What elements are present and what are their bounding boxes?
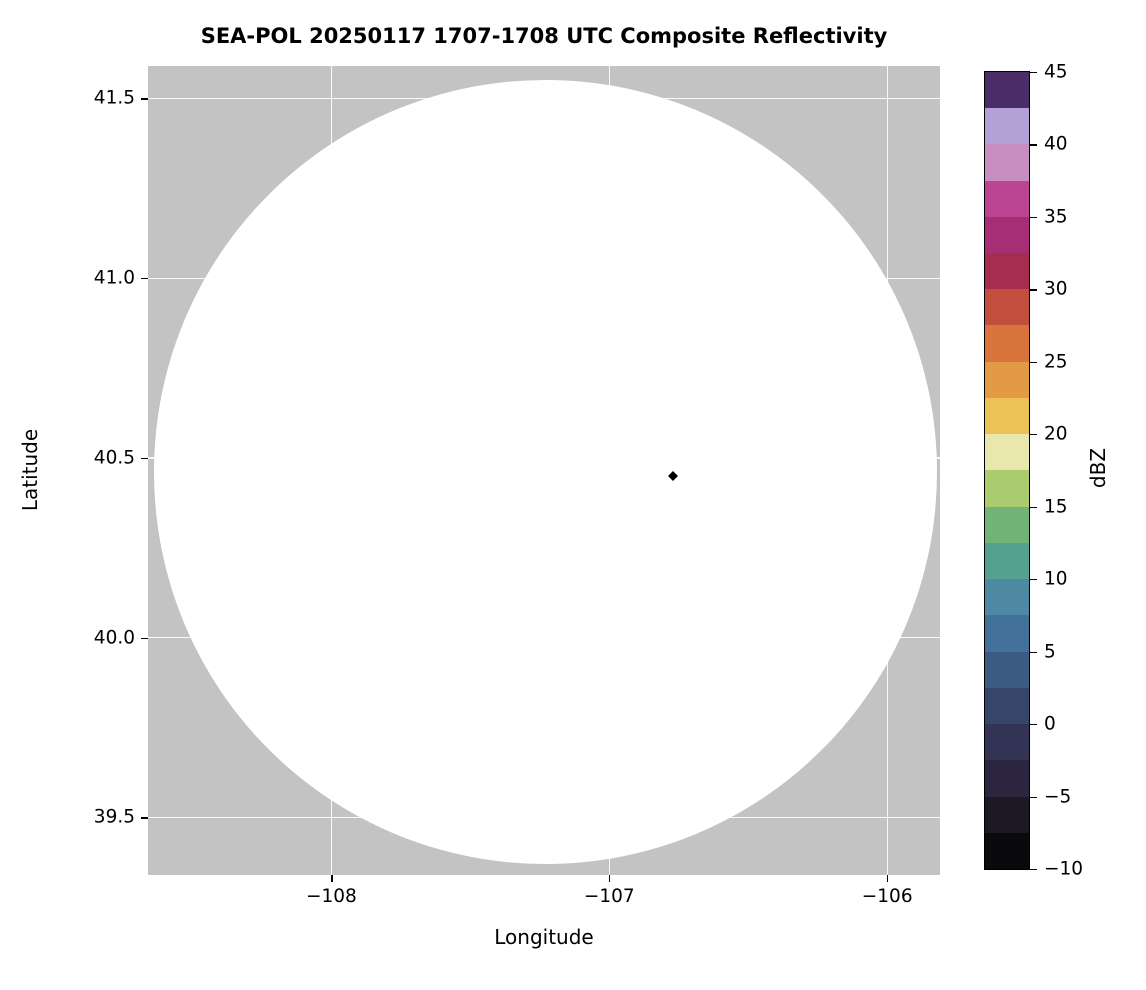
y-tick-mark <box>141 637 148 639</box>
colorbar-segment <box>985 434 1029 471</box>
colorbar-tick-label: 5 <box>1044 641 1056 663</box>
y-tick-label: 41.0 <box>93 267 135 289</box>
x-tick-label: −107 <box>583 886 635 907</box>
colorbar-tick-label: 10 <box>1044 568 1068 590</box>
y-tick-mark <box>141 98 148 100</box>
colorbar-segment <box>985 615 1029 652</box>
colorbar-label: dBZ <box>1086 447 1110 489</box>
colorbar-tick-label: 35 <box>1044 206 1068 228</box>
colorbar-tick-label: 20 <box>1044 423 1068 445</box>
colorbar-tick-mark <box>1030 724 1037 726</box>
colorbar-segment <box>985 289 1029 326</box>
x-tick-label: −106 <box>861 886 913 907</box>
gridline-vertical <box>608 66 610 875</box>
colorbar-segment <box>985 651 1029 688</box>
colorbar-tick-mark <box>1030 72 1037 74</box>
colorbar-segment <box>985 108 1029 145</box>
colorbar-segment <box>985 687 1029 725</box>
chart-title: SEA-POL 20250117 1707-1708 UTC Composite… <box>200 24 888 48</box>
colorbar-segment <box>985 724 1029 761</box>
colorbar-tick-label: 15 <box>1044 496 1068 518</box>
colorbar-tick-mark <box>1030 144 1037 146</box>
colorbar-segment <box>985 71 1029 109</box>
y-tick-label: 40.0 <box>93 627 135 649</box>
gridline-horizontal <box>148 457 940 459</box>
colorbar-segment <box>985 470 1029 507</box>
y-tick-mark <box>141 457 148 460</box>
colorbar-segment <box>985 361 1029 398</box>
colorbar-tick-label: −10 <box>1044 858 1084 880</box>
colorbar-segment <box>985 180 1029 217</box>
x-tick-mark <box>887 875 889 882</box>
gridline-horizontal <box>148 637 940 639</box>
colorbar-segment <box>985 579 1029 616</box>
colorbar-segment <box>985 253 1029 290</box>
gridline-vertical <box>886 66 888 875</box>
colorbar-segment <box>985 144 1029 181</box>
x-tick-mark <box>331 875 333 882</box>
colorbar-tick-label: 30 <box>1044 278 1068 300</box>
y-tick-label: 39.5 <box>93 806 135 828</box>
colorbar-segment <box>985 796 1029 833</box>
x-tick-label: −108 <box>306 886 357 907</box>
colorbar <box>984 71 1030 870</box>
gridline-horizontal <box>148 97 940 99</box>
colorbar-segment <box>985 506 1029 543</box>
y-tick-label: 41.5 <box>93 87 135 109</box>
gridline-horizontal <box>148 816 940 819</box>
colorbar-segment <box>985 760 1029 797</box>
colorbar-segment <box>985 325 1029 362</box>
colorbar-tick-label: −5 <box>1044 786 1072 808</box>
gridline-vertical <box>330 66 332 875</box>
colorbar-tick-mark <box>1030 579 1037 581</box>
x-axis-label: Longitude <box>494 925 594 949</box>
y-tick-mark <box>141 817 148 819</box>
y-axis-label: Latitude <box>18 428 42 512</box>
colorbar-tick-mark <box>1030 651 1037 653</box>
colorbar-tick-mark <box>1030 434 1037 436</box>
colorbar-tick-mark <box>1030 506 1037 508</box>
colorbar-tick-mark <box>1030 869 1037 871</box>
colorbar-tick-label: 0 <box>1044 713 1056 735</box>
x-tick-mark <box>609 875 611 882</box>
colorbar-tick-mark <box>1030 796 1037 798</box>
colorbar-segment <box>985 542 1029 580</box>
colorbar-segment <box>985 397 1029 435</box>
gridline-horizontal <box>148 277 940 279</box>
colorbar-segment <box>985 216 1029 254</box>
colorbar-segment <box>985 832 1029 869</box>
y-tick-label: 40.5 <box>93 447 135 469</box>
colorbar-tick-label: 45 <box>1044 61 1068 83</box>
colorbar-tick-label: 40 <box>1044 133 1068 155</box>
radar-coverage-circle <box>153 80 938 865</box>
colorbar-tick-mark <box>1030 216 1037 219</box>
colorbar-tick-mark <box>1030 289 1037 291</box>
y-tick-mark <box>141 278 148 280</box>
colorbar-tick-mark <box>1030 361 1037 363</box>
colorbar-tick-label: 25 <box>1044 351 1068 373</box>
plot-area <box>148 66 940 875</box>
